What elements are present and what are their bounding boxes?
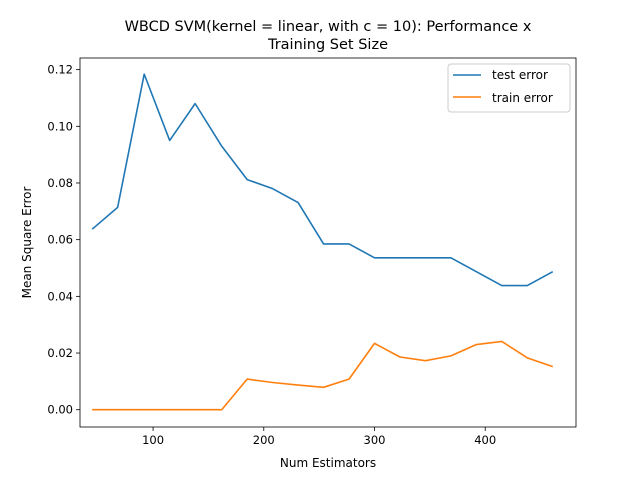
data-point [374,343,376,345]
data-point [323,387,325,389]
y-tick-label: 0.12 [47,63,73,77]
data-point [552,366,554,368]
plot-area [80,58,576,427]
y-tick-label: 0.04 [47,289,73,303]
data-point [526,285,528,287]
data-point [552,271,554,273]
legend-box [447,63,571,113]
legend-label-train-error: train error [492,91,553,105]
data-point [348,378,350,380]
data-point [501,285,503,287]
data-point [143,409,145,411]
data-point [297,384,299,386]
data-point [297,202,299,204]
data-point [246,378,248,380]
data-point [143,73,145,75]
data-point [221,409,223,411]
data-point [91,409,93,411]
data-point [501,341,503,343]
chart-title-line-1: WBCD SVM(kernel = linear, with c = 10): … [125,19,532,35]
x-axis-ticks: 100 200 300 400 [142,427,496,447]
y-tick-label: 0.08 [47,176,73,190]
y-axis-ticks: 0.00 0.02 0.04 0.06 0.08 0.10 0.12 [47,63,80,417]
data-point [272,188,274,190]
y-axis-label: Mean Square Error [20,187,34,299]
data-point [476,271,478,273]
data-point [476,344,478,346]
data-point [425,360,427,362]
data-point [374,257,376,259]
y-tick-label: 0.02 [47,346,73,360]
legend-label-test-error: test error [492,68,548,82]
x-tick-label: 100 [142,433,164,447]
data-point [323,243,325,245]
data-point [117,409,119,411]
data-point [450,257,452,259]
data-point [169,409,171,411]
series-line-train-error [92,340,554,411]
x-axis-label: Num Estimators [280,456,376,470]
x-tick-label: 300 [364,433,386,447]
plot-frame [79,57,577,428]
x-tick-label: 200 [253,433,275,447]
chart-marks [91,73,554,411]
data-point [348,243,350,245]
data-point [272,382,274,384]
data-point [399,257,401,259]
y-tick-label: 0.00 [47,403,73,417]
data-point [450,355,452,357]
data-point [169,140,171,142]
data-point [221,145,223,147]
data-point [246,179,248,181]
data-point [399,356,401,358]
series-line-test-error [91,73,554,287]
data-point [425,257,427,259]
data-point [194,103,196,105]
y-tick-label: 0.06 [47,233,73,247]
data-point [194,409,196,411]
data-point [526,357,528,359]
legend: test error train error [447,63,571,113]
chart-title-line-2: Training Set Size [267,37,388,53]
y-tick-label: 0.10 [47,119,73,133]
data-point [117,207,119,209]
x-tick-label: 400 [474,433,496,447]
data-point [91,228,93,230]
